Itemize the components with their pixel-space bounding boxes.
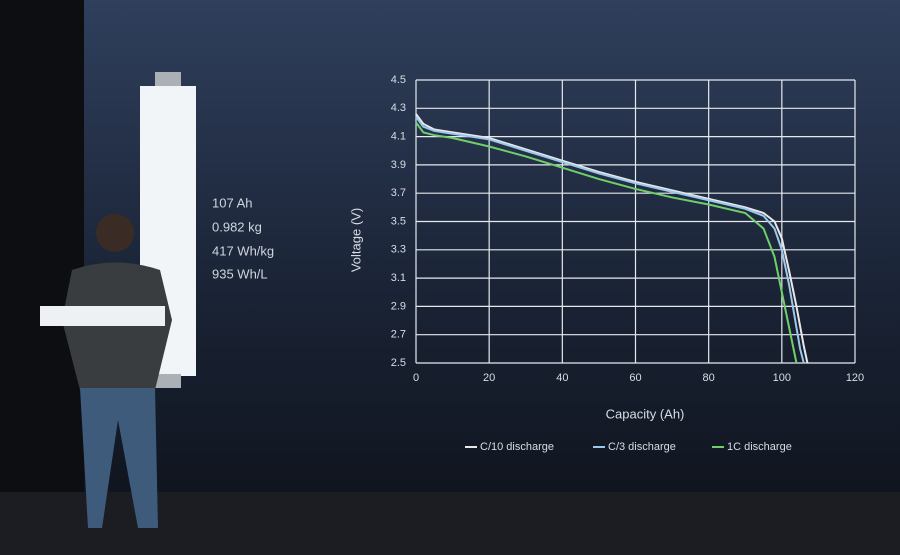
series-line [415, 113, 809, 364]
x-tick-label: 60 [629, 372, 641, 384]
x-axis-label: Capacity (Ah) [606, 406, 685, 421]
cell-cap [155, 374, 181, 388]
x-tick-label: 100 [773, 372, 791, 384]
x-tick-label: 80 [703, 372, 715, 384]
y-tick-label: 3.9 [391, 159, 406, 171]
spec: 107 Ah [212, 195, 253, 210]
series-line [415, 121, 798, 364]
y-tick-label: 3.1 [391, 272, 406, 284]
presenter-head [96, 214, 134, 252]
y-tick-label: 3.3 [391, 244, 406, 256]
y-tick-label: 2.9 [391, 300, 406, 312]
screen [84, 0, 900, 492]
cell-cap [155, 72, 181, 88]
y-tick-label: 2.5 [391, 357, 406, 369]
spec: 417 Wh/kg [212, 243, 274, 258]
spec: 935 Wh/L [212, 266, 268, 281]
y-tick-label: 3.7 [391, 187, 406, 199]
legend-label: C/3 discharge [608, 441, 676, 453]
y-tick-label: 4.3 [391, 102, 406, 114]
y-axis-label: Voltage (V) [348, 208, 363, 272]
y-tick-label: 2.7 [391, 329, 406, 341]
spec: 0.982 kg [212, 219, 262, 234]
y-tick-label: 4.1 [391, 131, 406, 143]
x-tick-label: 0 [413, 372, 419, 384]
series-line [415, 116, 805, 364]
x-tick-label: 20 [483, 372, 495, 384]
presenter-jeans [80, 388, 158, 528]
battery-pack [40, 306, 165, 326]
y-tick-label: 4.5 [391, 74, 406, 86]
legend-label: C/10 discharge [480, 441, 554, 453]
legend-label: 1C discharge [727, 441, 792, 453]
y-tick-label: 3.5 [391, 215, 406, 227]
presenter-shirt [62, 262, 172, 390]
x-tick-label: 120 [846, 372, 864, 384]
x-tick-label: 40 [556, 372, 568, 384]
